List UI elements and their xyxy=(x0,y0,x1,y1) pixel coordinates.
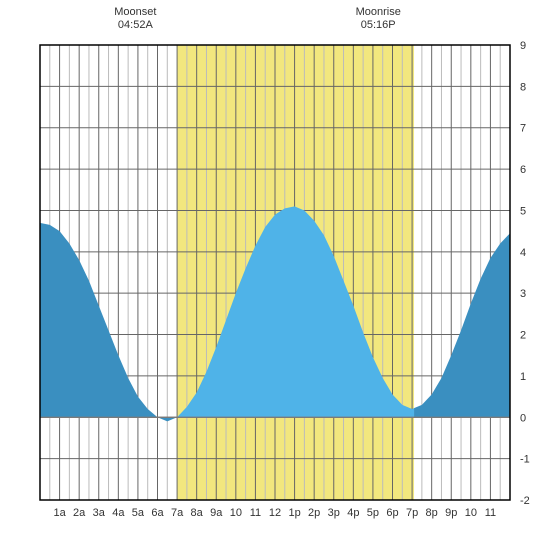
x-axis-label: 10 xyxy=(465,507,477,519)
x-axis-label: 3a xyxy=(93,507,106,519)
tide-chart: 1a2a3a4a5a6a7a8a9a1011121p2p3p4p5p6p7p8p… xyxy=(0,0,550,550)
chart-svg: 1a2a3a4a5a6a7a8a9a1011121p2p3p4p5p6p7p8p… xyxy=(0,0,550,550)
x-axis-label: 12 xyxy=(269,507,281,519)
y-axis-label: 5 xyxy=(520,205,526,217)
y-axis-label: 3 xyxy=(520,288,526,300)
top-annotation: Moonrise05:16P xyxy=(343,6,413,32)
x-axis-label: 4a xyxy=(112,507,125,519)
y-axis-label: 6 xyxy=(520,164,526,176)
y-axis-label: 2 xyxy=(520,330,526,342)
top-annotation: Moonset04:52A xyxy=(100,6,170,32)
x-axis-label: 8p xyxy=(426,507,438,519)
y-axis-label: -1 xyxy=(520,454,530,466)
x-axis-label: 7a xyxy=(171,507,184,519)
x-axis-label: 9a xyxy=(210,507,223,519)
x-axis-label: 6a xyxy=(151,507,164,519)
y-axis-label: -2 xyxy=(520,495,530,507)
x-axis-label: 10 xyxy=(230,507,242,519)
annotation-time: 04:52A xyxy=(100,19,170,32)
annotation-time: 05:16P xyxy=(343,19,413,32)
x-axis-label: 5p xyxy=(367,507,379,519)
x-axis-label: 8a xyxy=(191,507,204,519)
y-axis-label: 9 xyxy=(520,40,526,52)
x-axis-label: 9p xyxy=(445,507,457,519)
y-axis-label: 8 xyxy=(520,81,526,93)
x-axis-label: 2p xyxy=(308,507,320,519)
y-axis-label: 1 xyxy=(520,371,526,383)
x-axis-label: 3p xyxy=(328,507,340,519)
x-axis-label: 5a xyxy=(132,507,145,519)
x-axis-label: 4p xyxy=(347,507,359,519)
x-axis-label: 6p xyxy=(386,507,398,519)
x-axis-label: 1p xyxy=(288,507,300,519)
y-axis-label: 0 xyxy=(520,412,526,424)
y-axis-label: 7 xyxy=(520,123,526,135)
annotation-title: Moonset xyxy=(100,6,170,19)
x-axis-label: 2a xyxy=(73,507,86,519)
annotation-title: Moonrise xyxy=(343,6,413,19)
x-axis-label: 11 xyxy=(250,507,261,519)
x-axis-label: 1a xyxy=(53,507,66,519)
x-axis-label: 7p xyxy=(406,507,418,519)
y-axis-label: 4 xyxy=(520,247,526,259)
x-axis-label: 11 xyxy=(485,507,496,519)
